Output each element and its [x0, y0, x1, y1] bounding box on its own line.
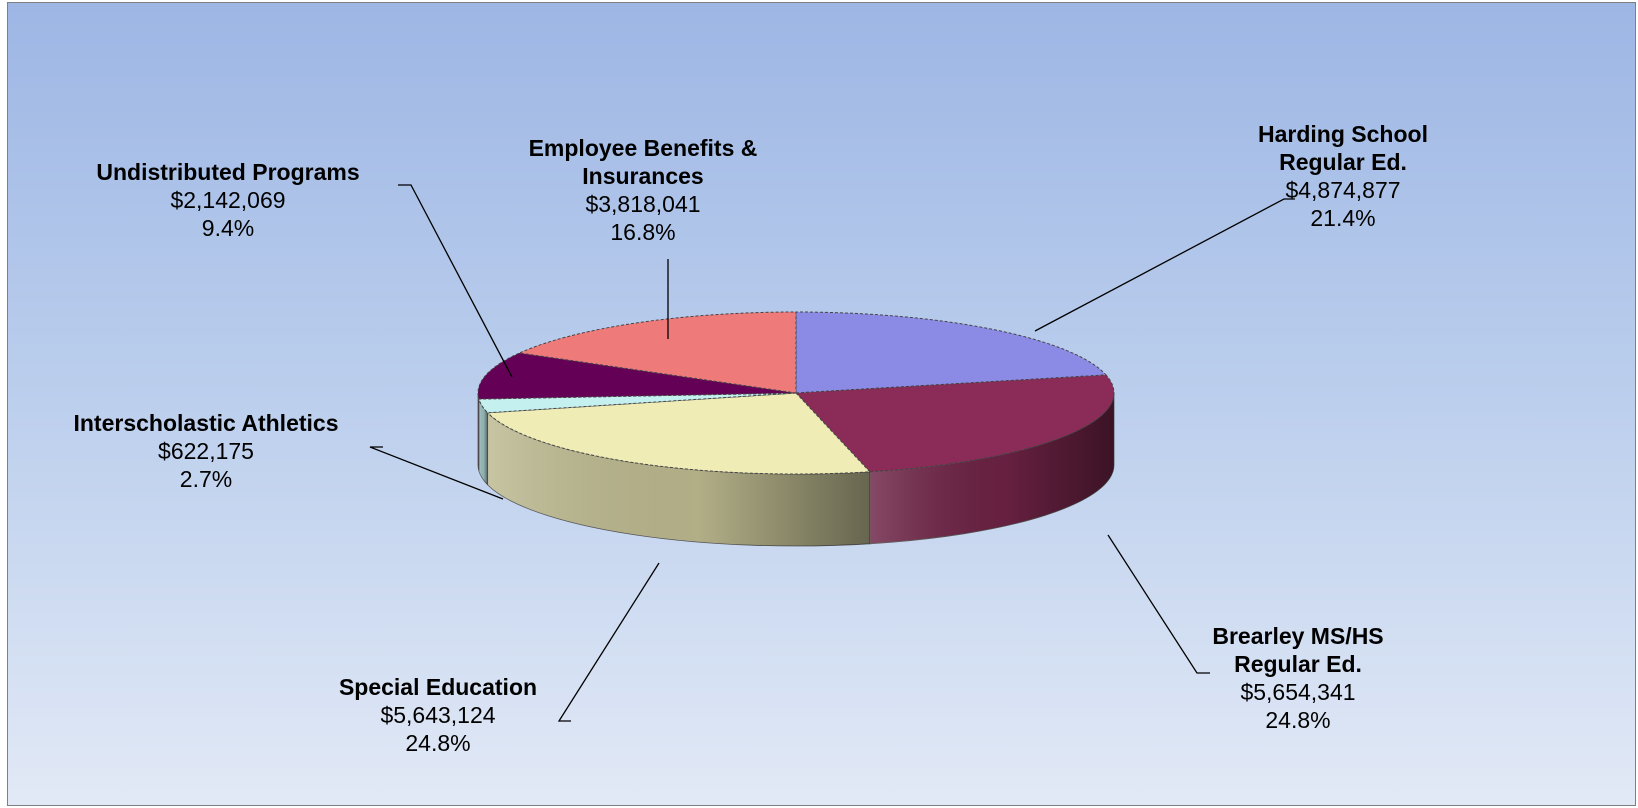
data-label-percent: 24.8% [405, 730, 471, 756]
pie-side-shade-4 [478, 393, 479, 472]
data-label-value: $622,175 [158, 438, 254, 464]
data-label-percent: 16.8% [610, 219, 676, 245]
pie-slice-5 [517, 311, 797, 394]
pie-side-shade-3 [478, 399, 488, 485]
data-label-interscholastic: Interscholastic Athletics $622,175 2.7% [41, 409, 371, 493]
data-label-harding: Harding School Regular Ed. $4,874,877 21… [1193, 120, 1493, 232]
chart-area: Harding School Regular Ed. $4,874,877 21… [7, 2, 1636, 806]
data-label-name: Undistributed Programs [96, 159, 360, 185]
data-label-name: Brearley MS/HS [1212, 623, 1384, 649]
leader-line-2 [557, 562, 660, 722]
pie-side-shade-2 [487, 412, 870, 546]
leader-line-3 [369, 446, 504, 500]
pie-side-shade-1 [869, 393, 1114, 544]
data-label-percent: 21.4% [1310, 205, 1376, 231]
data-label-value: $2,142,069 [170, 187, 286, 213]
pie-slice-2 [486, 392, 871, 475]
data-label-value: $5,643,124 [380, 702, 496, 728]
data-label-value: $5,654,341 [1240, 679, 1356, 705]
leader-line-1 [1107, 534, 1210, 674]
data-label-name: Harding School [1258, 121, 1428, 147]
data-label-name: Regular Ed. [1234, 651, 1362, 677]
data-label-special-education: Special Education $5,643,124 24.8% [288, 673, 588, 757]
pie-chart [369, 184, 1295, 722]
pie-slice-1 [794, 374, 1115, 473]
data-label-brearley: Brearley MS/HS Regular Ed. $5,654,341 24… [1148, 622, 1448, 734]
data-label-name: Regular Ed. [1279, 149, 1407, 175]
leader-line-4 [398, 184, 513, 378]
data-label-name: Special Education [338, 674, 538, 700]
data-label-percent: 9.4% [201, 215, 255, 241]
data-label-percent: 2.7% [179, 466, 233, 492]
data-label-undistributed: Undistributed Programs $2,142,069 9.4% [78, 158, 378, 242]
data-label-name: Insurances [582, 163, 704, 189]
pie-slice-4 [477, 352, 797, 400]
pie-slice-0 [795, 311, 1108, 394]
leader-line-0 [1034, 198, 1295, 332]
data-label-percent: 24.8% [1265, 707, 1331, 733]
data-label-value: $3,818,041 [585, 191, 701, 217]
data-label-name: Employee Benefits & [528, 135, 758, 161]
data-label-employee-benefits: Employee Benefits & Insurances $3,818,04… [493, 134, 793, 246]
data-label-value: $4,874,877 [1285, 177, 1401, 203]
data-label-name: Interscholastic Athletics [73, 410, 339, 436]
